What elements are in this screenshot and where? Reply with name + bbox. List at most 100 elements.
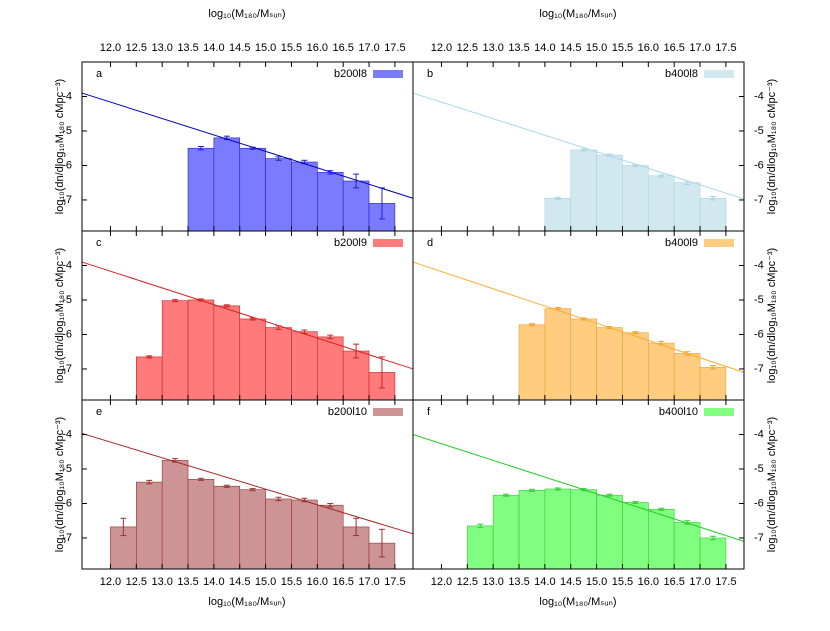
error-bar	[606, 493, 613, 497]
x-tick-label: 15.0	[255, 42, 276, 54]
legend-label: b200l10	[328, 406, 367, 418]
y-tick-label: -4	[62, 259, 72, 271]
y-tick-label: -4	[754, 428, 764, 440]
x-axis-label: log₁₀(M₁₈₀/Mₛᵤₙ)	[539, 8, 616, 20]
bar	[622, 332, 649, 401]
bar	[239, 318, 266, 401]
y-tick-label: -5	[62, 463, 72, 475]
x-tick-label: 14.0	[203, 42, 224, 54]
bar	[213, 485, 241, 570]
x-tick-label: 16.5	[332, 576, 353, 588]
error-bar	[120, 517, 127, 537]
x-tick-label: 13.5	[177, 42, 198, 54]
error-bar	[709, 535, 716, 541]
error-bar	[378, 528, 385, 558]
bar	[161, 300, 189, 401]
x-tick-label: 16.0	[638, 42, 659, 54]
panel-label: b	[427, 68, 433, 80]
error-bar	[197, 477, 204, 481]
bar	[648, 342, 675, 401]
bar	[291, 499, 318, 570]
fit-line	[81, 432, 414, 535]
error-bar	[327, 502, 334, 508]
x-tick-label: 14.5	[229, 42, 250, 54]
bar	[699, 366, 727, 401]
legend-swatch	[373, 408, 403, 416]
y-axis-label: log₁₀(dn/dlog₁₀M₁₈₀ cMpc⁻³)	[54, 417, 66, 552]
legend-label: b400l9	[665, 237, 698, 249]
y-tick-label: -4	[62, 90, 72, 102]
fit-line	[412, 434, 745, 542]
y-tick-label: -6	[754, 497, 764, 509]
x-tick-label: 16.0	[638, 576, 659, 588]
error-bar	[528, 488, 535, 492]
bar	[570, 149, 597, 232]
y-tick-label: -7	[62, 194, 72, 206]
panel-label: c	[96, 237, 102, 249]
bar	[187, 299, 215, 401]
x-tick-label: 12.5	[457, 42, 478, 54]
legend-swatch	[704, 239, 734, 247]
x-tick-label: 14.5	[560, 576, 581, 588]
panel-frame	[412, 399, 745, 570]
error-bar	[503, 493, 510, 497]
y-tick-label: -6	[754, 328, 764, 340]
error-bar	[378, 356, 385, 389]
bar	[239, 147, 266, 232]
y-tick-label: -4	[62, 428, 72, 440]
panel-label: e	[96, 406, 102, 418]
legend-swatch	[373, 239, 403, 247]
y-tick-label: -6	[62, 328, 72, 340]
bar	[213, 137, 241, 232]
bar	[699, 197, 727, 232]
x-tick-label: 16.0	[307, 42, 328, 54]
bar	[648, 509, 675, 570]
x-tick-label: 16.0	[307, 576, 328, 588]
bar	[596, 154, 623, 232]
bar	[673, 522, 701, 570]
x-tick-label: 15.0	[586, 576, 607, 588]
y-axis-label: log₁₀(dn/dlog₁₀M₁₈₀ cMpc⁻³)	[766, 79, 778, 214]
bar	[570, 489, 597, 570]
error-bar	[632, 500, 639, 504]
x-tick-label: 17.5	[384, 576, 405, 588]
x-tick-label: 12.5	[126, 576, 147, 588]
bar	[544, 488, 572, 570]
bar	[317, 504, 344, 570]
y-tick-label: -5	[754, 294, 764, 306]
x-tick-label: 14.0	[534, 42, 555, 54]
x-tick-label: 17.5	[715, 42, 736, 54]
error-bar	[249, 488, 256, 492]
y-tick-label: -7	[754, 532, 764, 544]
legend-swatch	[704, 70, 734, 78]
bar	[673, 353, 701, 401]
y-axis-label: log₁₀(dn/dlog₁₀M₁₈₀ cMpc⁻³)	[54, 79, 66, 214]
x-tick-label: 13.0	[151, 576, 172, 588]
bar	[213, 305, 241, 401]
bar	[492, 494, 520, 570]
y-tick-label: -4	[754, 259, 764, 271]
legend-label: b400l10	[659, 406, 698, 418]
y-axis-label: log₁₀(dn/dlog₁₀M₁₈₀ cMpc⁻³)	[54, 248, 66, 383]
bar	[187, 479, 215, 570]
y-tick-label: -7	[62, 363, 72, 375]
x-tick-label: 12.5	[126, 42, 147, 54]
x-tick-label: 12.0	[100, 576, 121, 588]
x-tick-label: 15.5	[281, 42, 302, 54]
x-tick-label: 17.0	[689, 42, 710, 54]
bar	[518, 324, 546, 401]
bar	[596, 494, 623, 570]
bar	[265, 327, 292, 401]
panel-label: d	[427, 237, 433, 249]
bar	[291, 161, 318, 232]
bar	[265, 498, 292, 570]
error-bar	[275, 156, 282, 161]
y-tick-label: -5	[62, 125, 72, 137]
error-bar	[709, 196, 716, 201]
x-tick-label: 15.5	[612, 42, 633, 54]
bar	[317, 336, 344, 401]
bar	[570, 318, 597, 401]
error-bar	[223, 304, 230, 308]
y-tick-label: -5	[754, 125, 764, 137]
x-tick-label: 13.0	[482, 42, 503, 54]
